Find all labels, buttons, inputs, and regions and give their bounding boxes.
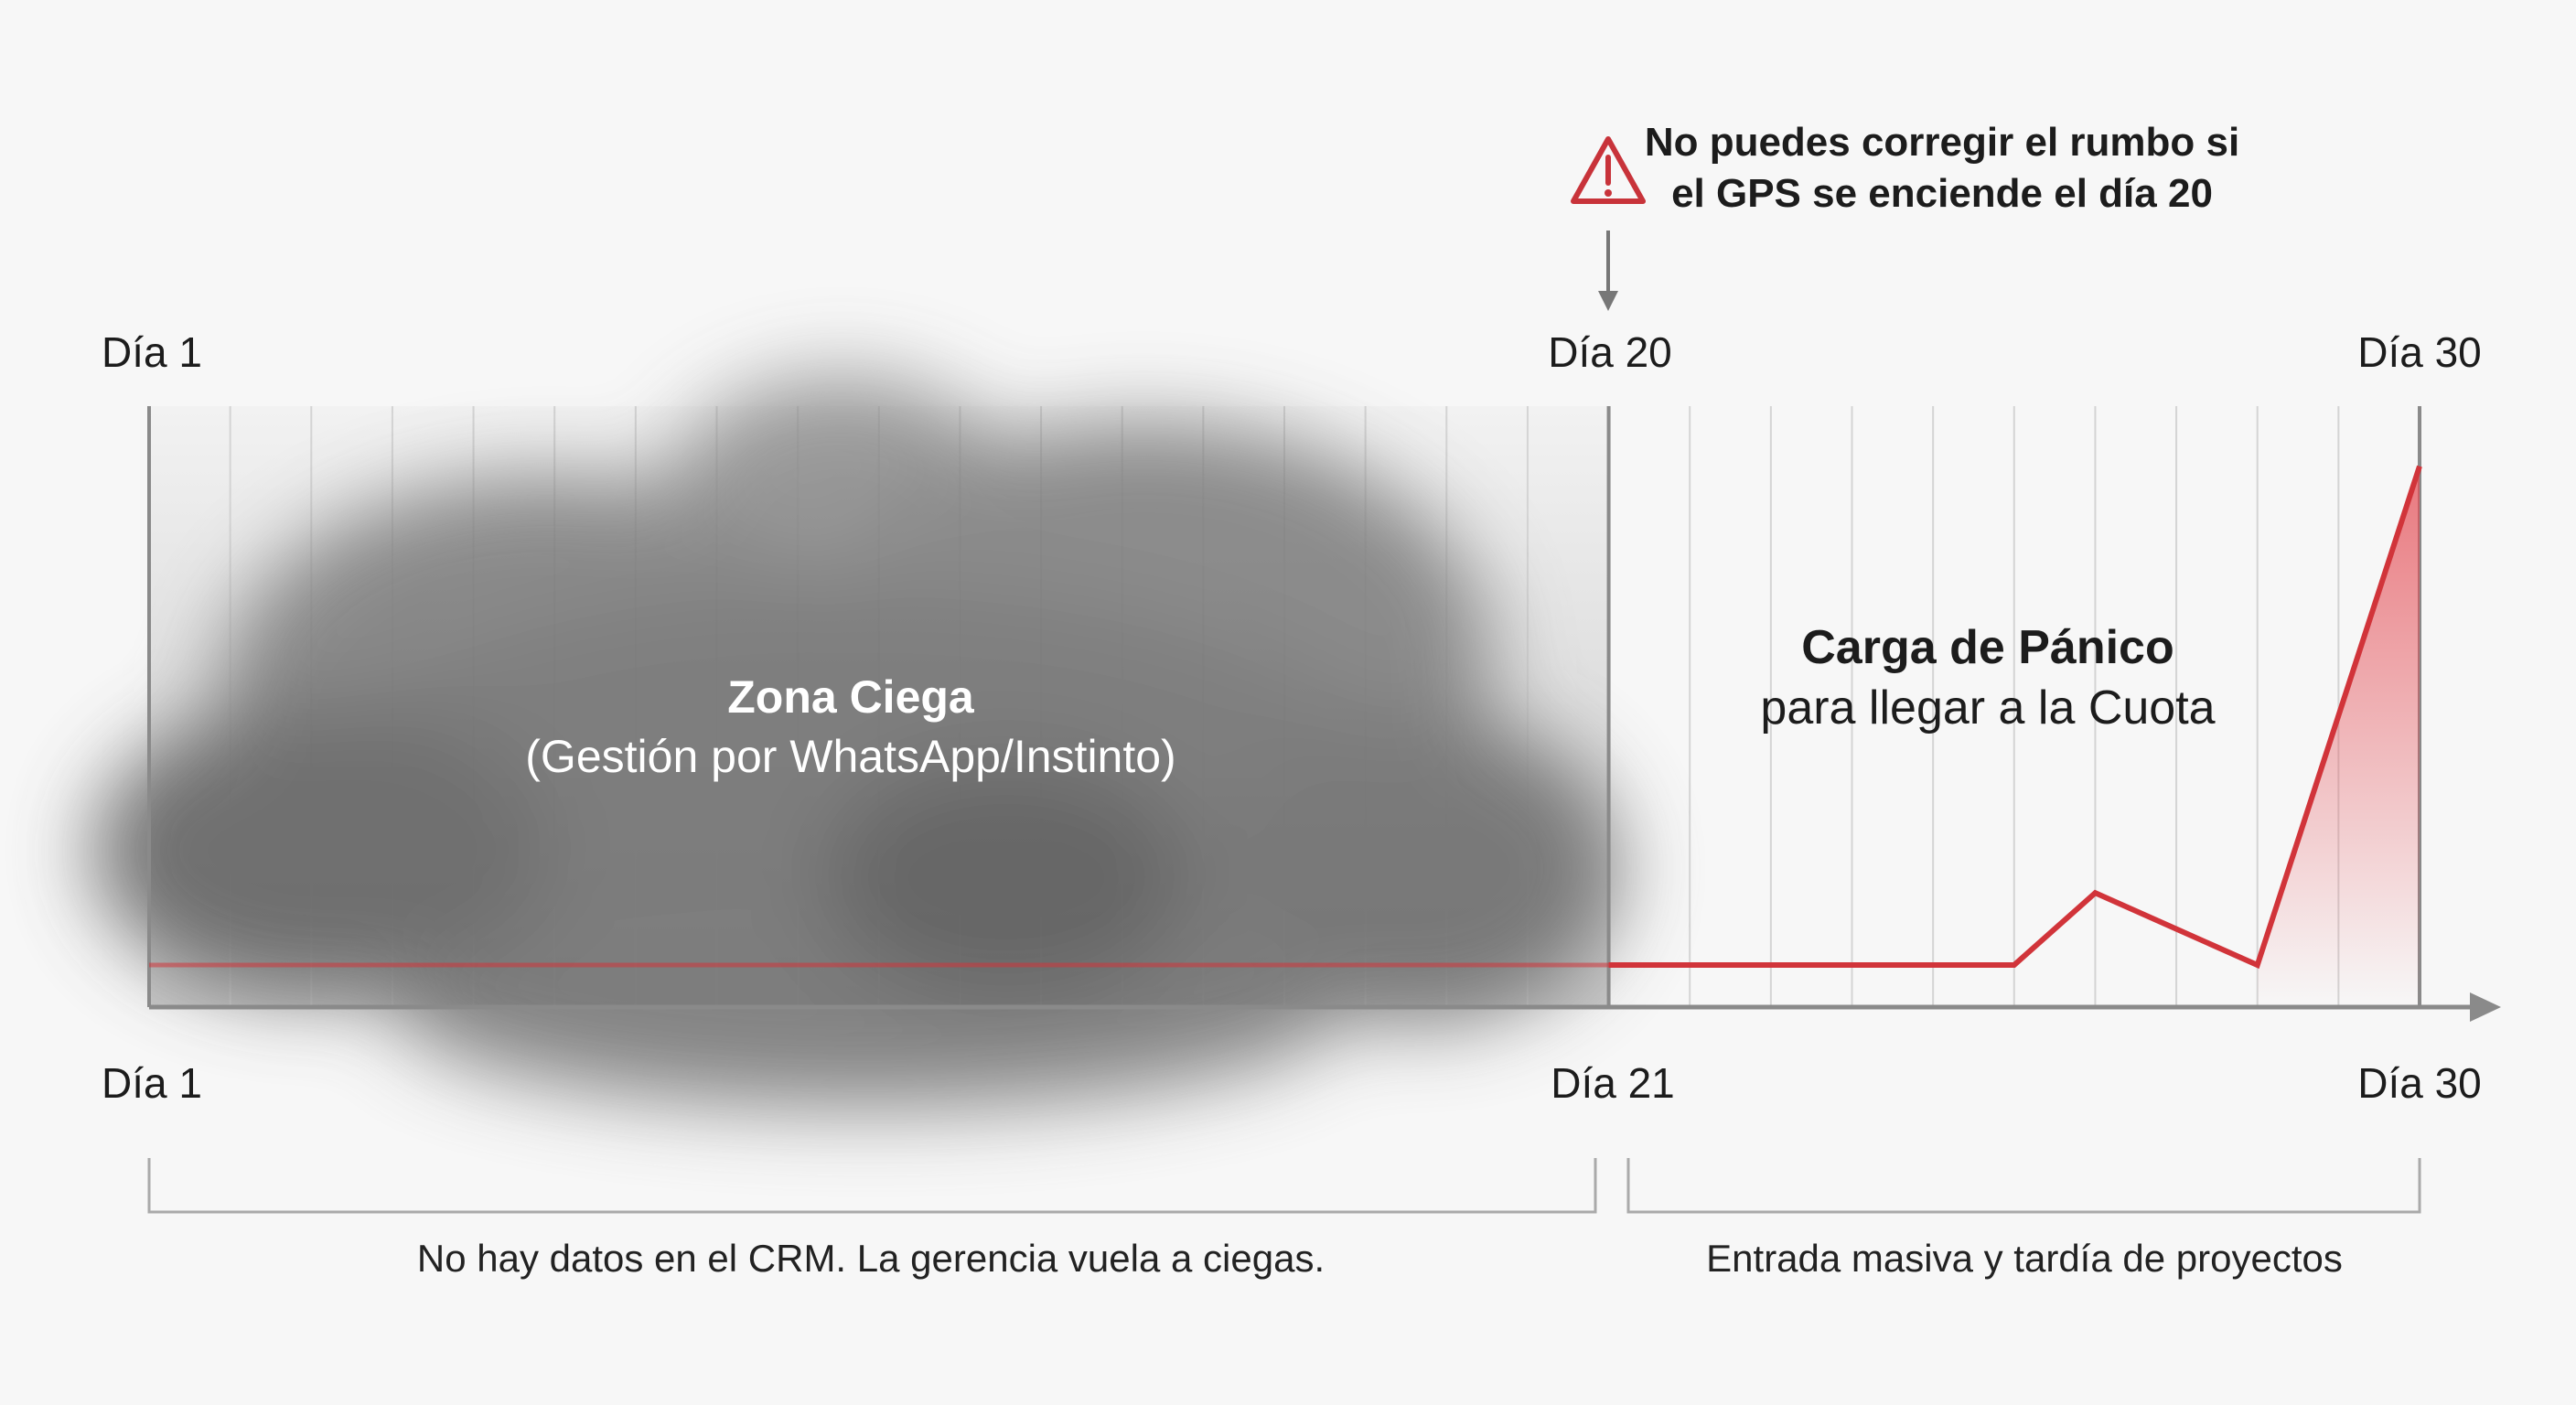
right-bracket-caption: Entrada masiva y tardía de proyectos — [1706, 1237, 2343, 1280]
left-bracket-caption: No hay datos en el CRM. La gerencia vuel… — [416, 1237, 1326, 1280]
bottom-label-start: Día 1 — [102, 1059, 202, 1107]
panic-title: Carga de Pánico — [1801, 621, 2174, 674]
panic-series-line — [1608, 465, 2422, 970]
warning-line-1: No puedes corregir el rumbo si — [1644, 120, 2240, 165]
panic-subtitle: para llegar a la Cuota — [1760, 681, 2216, 735]
right-bracket — [1626, 1158, 2421, 1214]
x-axis-arrow-icon — [2470, 992, 2501, 1022]
top-label-start: Día 1 — [102, 328, 202, 376]
warning-message: No puedes corregir el rumbo si el GPS se… — [1645, 117, 2239, 220]
down-arrow-icon — [1598, 231, 1618, 311]
warning-line-2: el GPS se enciende el día 20 — [1671, 171, 2213, 216]
blind-zone-title: Zona Ciega — [727, 671, 974, 723]
fog-cloud — [91, 375, 1619, 1107]
warning-triangle-icon — [1571, 136, 1646, 204]
bottom-label-end: Día 30 — [2357, 1059, 2482, 1107]
left-bracket — [147, 1158, 1597, 1214]
top-label-end: Día 30 — [2357, 328, 2482, 376]
blind-zone-label: Zona Ciega (Gestión por WhatsApp/Instint… — [525, 668, 1175, 787]
blind-zone-subtitle: (Gestión por WhatsApp/Instinto) — [525, 731, 1176, 782]
bottom-label-mid: Día 21 — [1551, 1059, 1675, 1107]
panic-label: Carga de Pánico para llegar a la Cuota — [1760, 617, 2215, 738]
top-label-mid: Día 20 — [1548, 328, 1672, 376]
spike-area-fill — [2257, 466, 2420, 1007]
